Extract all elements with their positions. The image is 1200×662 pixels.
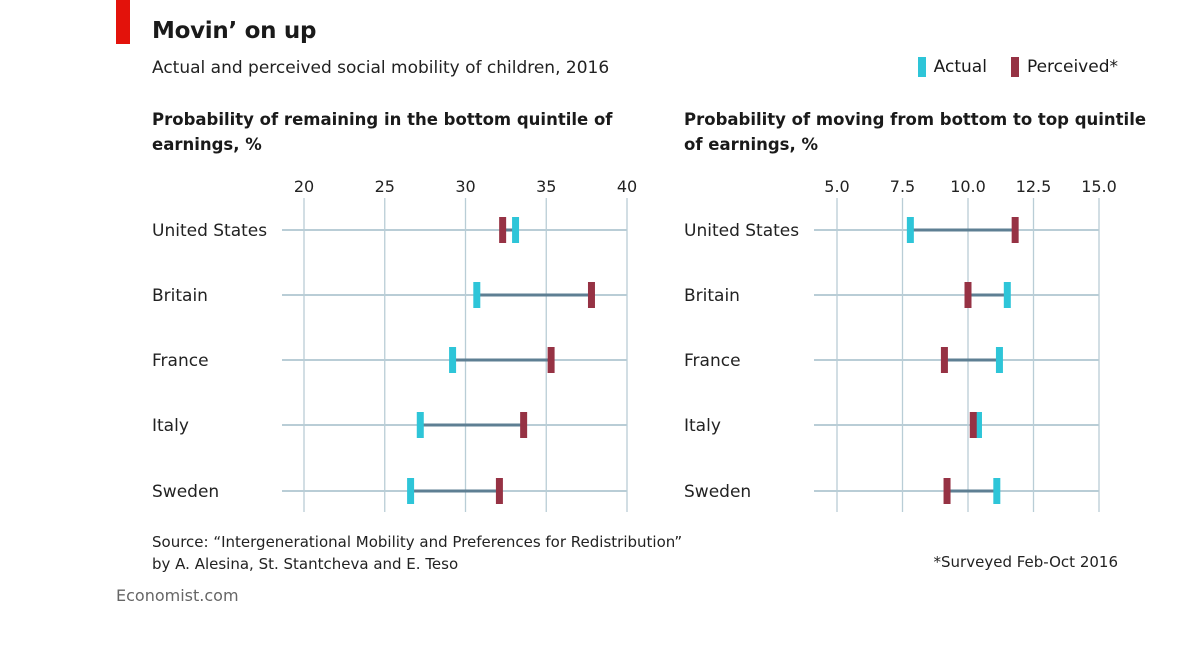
right-x-tick-label: 15.0 (1081, 177, 1117, 196)
left-panel-title: Probability of remaining in the bottom q… (152, 110, 613, 154)
left-perceived-marker (499, 217, 507, 243)
left-category-label: France (152, 351, 209, 371)
right-category-label: Britain (684, 286, 740, 306)
left-perceived-marker (547, 347, 555, 373)
source-line-1: Source: “Intergenerational Mobility and … (152, 533, 683, 551)
right-perceived-marker (1011, 217, 1019, 243)
legend: Actual Perceived* (917, 57, 1118, 77)
chart-subtitle: Actual and perceived social mobility of … (152, 58, 610, 78)
right-perceived-marker (969, 412, 977, 438)
economist-brand: Economist.com (116, 586, 239, 605)
left-x-tick-label: 35 (536, 177, 556, 196)
left-actual-marker (512, 217, 520, 243)
left-x-tick-label: 30 (455, 177, 475, 196)
brand-red-tag (116, 0, 130, 44)
right-perceived-marker (940, 347, 948, 373)
left-x-tick-label: 20 (294, 177, 314, 196)
left-x-tick-label: 40 (617, 177, 637, 196)
source-note: Source: “Intergenerational Mobility and … (152, 531, 682, 575)
left-category-label: Sweden (152, 482, 219, 502)
left-x-tick-label: 25 (375, 177, 395, 196)
right-actual-marker (1003, 282, 1011, 308)
right-x-tick-label: 5.0 (824, 177, 849, 196)
right-x-tick-label: 7.5 (890, 177, 915, 196)
right-x-tick-label: 10.0 (950, 177, 986, 196)
right-x-tick-label: 12.5 (1016, 177, 1052, 196)
right-category-label: United States (684, 221, 799, 241)
right-category-label: France (684, 351, 741, 371)
left-perceived-marker (520, 412, 528, 438)
right-actual-marker (993, 478, 1001, 504)
left-category-label: United States (152, 221, 267, 241)
survey-footnote: *Surveyed Feb-Oct 2016 (933, 553, 1118, 571)
left-perceived-marker (495, 478, 503, 504)
legend-item-perceived: Perceived* (1010, 57, 1118, 77)
right-perceived-marker (943, 478, 951, 504)
right-actual-marker (906, 217, 914, 243)
source-line-2: by A. Alesina, St. Stantcheva and E. Tes… (152, 555, 459, 573)
legend-label-actual: Actual (933, 57, 987, 77)
left-actual-marker (473, 282, 481, 308)
left-actual-marker (449, 347, 457, 373)
left-category-label: Britain (152, 286, 208, 306)
left-actual-marker (416, 412, 424, 438)
legend-swatch-perceived (1010, 57, 1019, 77)
left-category-label: Italy (152, 416, 189, 436)
legend-swatch-actual (917, 57, 926, 77)
left-perceived-marker (587, 282, 595, 308)
chart-title: Movin’ on up (152, 18, 317, 44)
legend-item-actual: Actual (917, 57, 987, 77)
right-category-label: Sweden (684, 482, 751, 502)
right-perceived-marker (964, 282, 972, 308)
legend-label-perceived: Perceived* (1026, 57, 1118, 77)
right-category-label: Italy (684, 416, 721, 436)
right-panel-title: Probability of moving from bottom to top… (684, 110, 1147, 154)
right-actual-marker (995, 347, 1003, 373)
left-actual-marker (407, 478, 415, 504)
right-actual-marker (974, 412, 982, 438)
